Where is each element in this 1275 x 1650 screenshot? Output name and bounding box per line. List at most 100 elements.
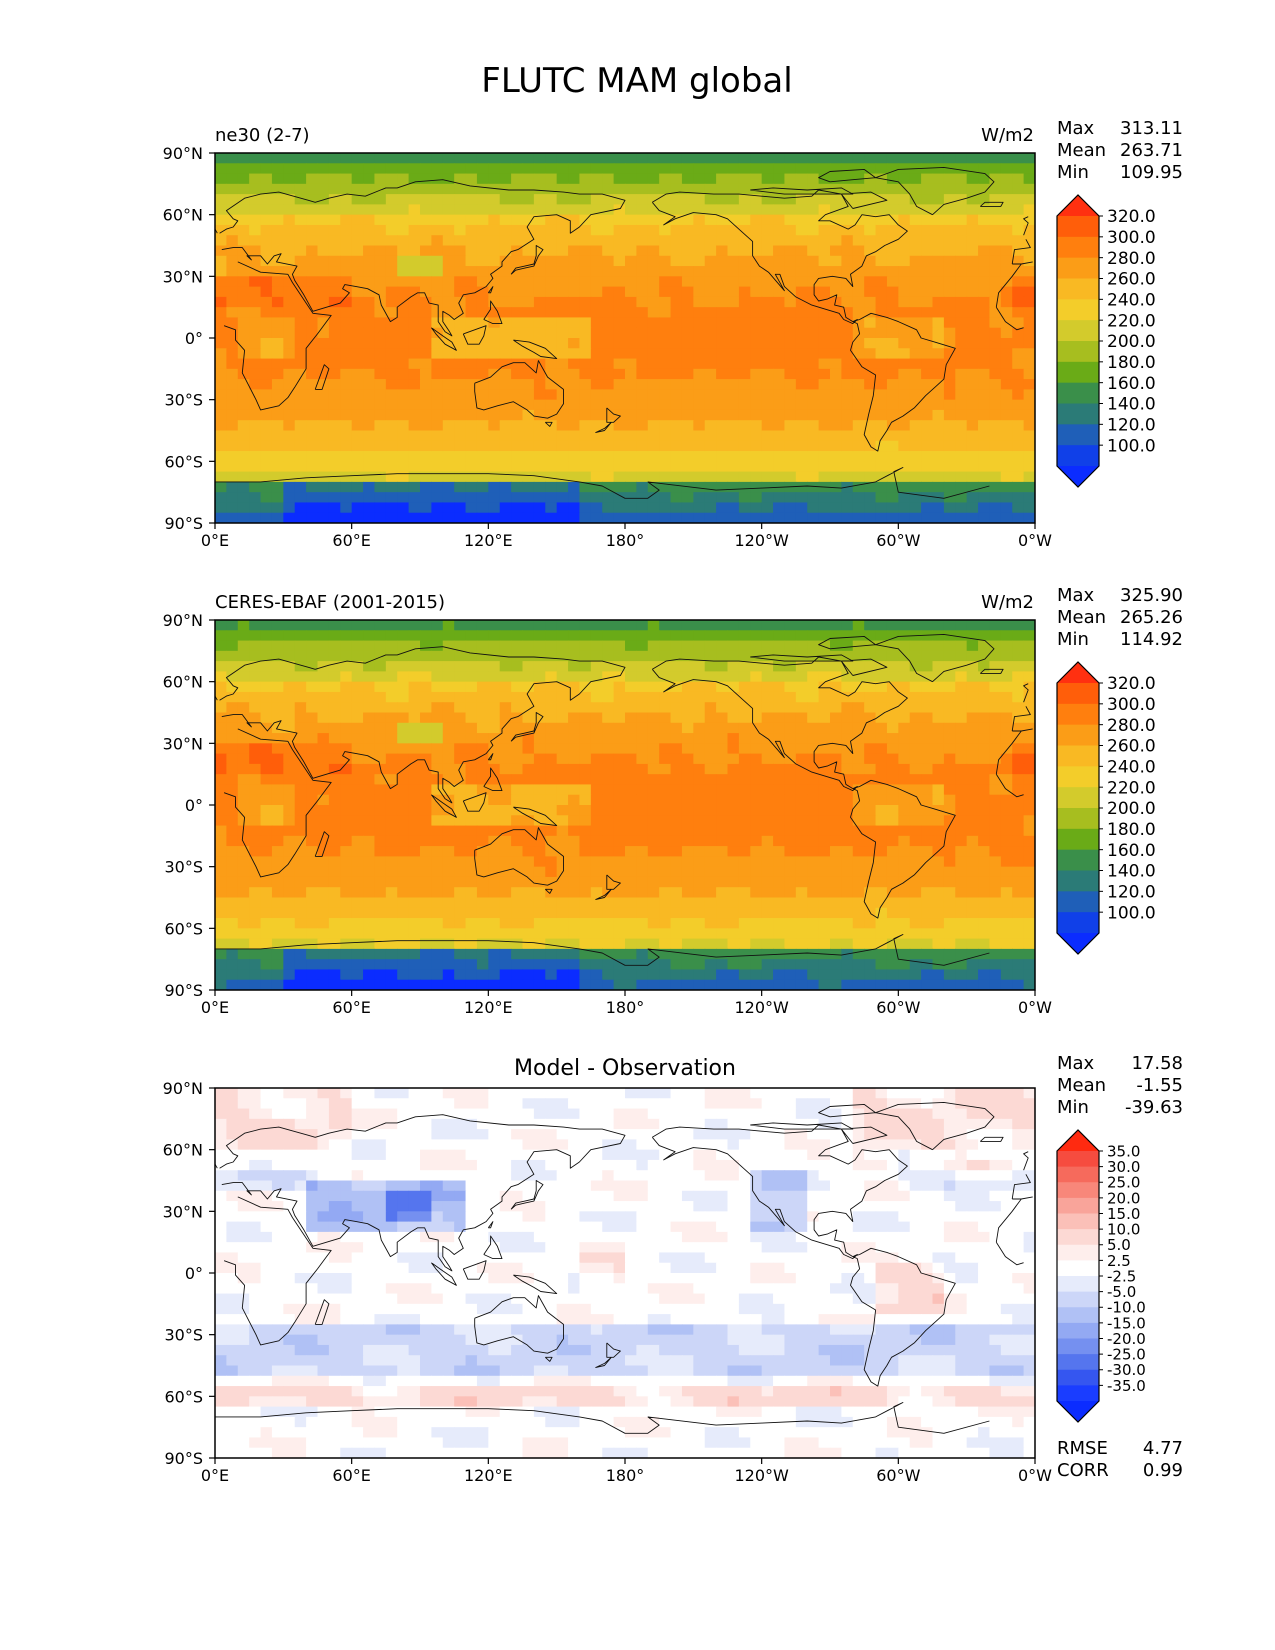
field-cell xyxy=(533,620,546,631)
field-cell xyxy=(533,846,546,857)
field-cell xyxy=(294,630,307,642)
field-cell xyxy=(351,286,364,298)
field-cell xyxy=(306,389,319,401)
field-cell xyxy=(704,317,717,329)
field-cell xyxy=(1000,245,1013,257)
field-cell xyxy=(328,630,341,642)
field-cell xyxy=(750,630,763,642)
field-cell xyxy=(841,276,854,288)
field-cell xyxy=(351,620,364,631)
field-cell xyxy=(773,368,786,380)
field-cell xyxy=(317,296,330,308)
field-cell xyxy=(716,733,729,744)
field-cell xyxy=(864,348,877,360)
field-cell xyxy=(727,774,740,786)
field-cell xyxy=(647,784,660,796)
field-cell xyxy=(454,712,467,724)
field-cell xyxy=(215,794,227,806)
field-cell xyxy=(511,461,524,473)
field-cell xyxy=(431,255,444,267)
field-cell xyxy=(750,671,763,683)
field-cell xyxy=(1000,235,1013,247)
field-cell xyxy=(909,461,922,473)
field-cell xyxy=(351,753,364,765)
field-cell xyxy=(408,235,421,247)
field-cell xyxy=(773,399,786,411)
field-cell xyxy=(454,153,467,164)
field-cell xyxy=(830,763,842,775)
field-cell xyxy=(431,471,444,483)
field-cell xyxy=(545,743,558,755)
field-cell xyxy=(317,702,330,714)
field-cell xyxy=(636,492,649,504)
field-cell xyxy=(693,805,706,816)
field-cell xyxy=(1023,214,1035,226)
field-cell xyxy=(374,866,387,878)
field-cell xyxy=(716,183,729,195)
field-cell xyxy=(693,348,706,360)
field-cell xyxy=(454,805,467,816)
x-tick-label: 120°E xyxy=(464,531,513,550)
field-cell xyxy=(750,481,763,493)
field-cell xyxy=(886,214,899,226)
field-cell xyxy=(898,245,911,257)
field-cell xyxy=(511,907,524,919)
field-cell xyxy=(1023,204,1035,216)
field-cell xyxy=(841,266,854,277)
field-cell xyxy=(499,671,512,683)
field-cell xyxy=(454,266,467,277)
field-cell xyxy=(830,681,842,693)
field-cell xyxy=(385,379,398,390)
field-cell xyxy=(943,214,956,226)
field-cell xyxy=(271,918,284,929)
field-cell xyxy=(249,948,262,960)
field-cell xyxy=(727,492,740,504)
field-cell xyxy=(363,712,376,724)
field-cell xyxy=(590,763,603,775)
field-cell xyxy=(625,712,637,724)
field-cell xyxy=(784,733,797,744)
field-cell xyxy=(442,650,455,662)
field-cell xyxy=(283,327,296,339)
field-cell xyxy=(499,805,512,816)
field-cell xyxy=(271,266,284,277)
field-cell xyxy=(978,214,991,226)
field-cell xyxy=(568,368,581,380)
field-cell xyxy=(966,163,979,175)
field-cell xyxy=(237,846,250,857)
field-cell xyxy=(556,774,569,786)
field-cell xyxy=(659,163,672,175)
field-cell xyxy=(533,650,546,662)
field-cell xyxy=(545,235,558,247)
field-cell xyxy=(533,173,546,185)
field-cell xyxy=(795,430,808,442)
field-cell xyxy=(351,928,364,940)
field-cell xyxy=(1012,620,1025,631)
field-cell xyxy=(943,348,956,360)
field-cell xyxy=(807,763,820,775)
field-cell xyxy=(340,194,353,205)
field-cell xyxy=(864,774,877,786)
field-cell xyxy=(761,774,774,786)
field-cell xyxy=(568,286,581,298)
field-cell xyxy=(978,368,991,380)
field-cell xyxy=(351,204,364,216)
field-cell xyxy=(795,307,808,319)
field-cell xyxy=(727,640,740,652)
field-cell xyxy=(1012,440,1025,452)
field-cell xyxy=(260,784,273,796)
field-cell xyxy=(932,712,945,724)
field-cell xyxy=(294,409,307,421)
field-cell xyxy=(363,835,376,847)
field-cell xyxy=(704,163,717,175)
field-cell xyxy=(943,805,956,816)
field-cell xyxy=(306,194,319,205)
field-cell xyxy=(932,286,945,298)
field-cell xyxy=(966,866,979,878)
field-cell xyxy=(602,825,615,837)
field-cell xyxy=(499,691,512,703)
field-cell xyxy=(716,481,729,493)
field-cell xyxy=(511,430,524,442)
field-cell xyxy=(738,671,751,683)
field-cell xyxy=(943,338,956,349)
